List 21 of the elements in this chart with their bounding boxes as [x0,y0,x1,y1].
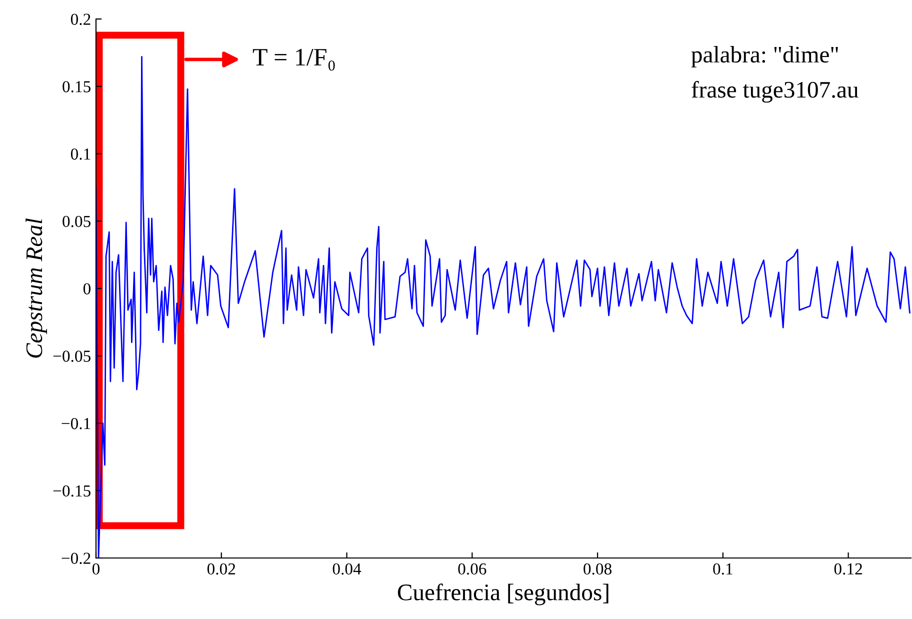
y-axis-title: Cepstrum Real [26,218,48,358]
y-tick-label: 0.1 [70,148,90,160]
x-tick-label: 0.08 [584,563,612,575]
y-tick-label: −0.05 [53,350,90,362]
x-tick-label: 0.1 [713,563,732,575]
y-tick-label: −0.1 [62,418,90,430]
x-axis-title: Cuefrencia [segundos] [398,584,608,606]
x-tick-label: 0 [92,563,100,575]
x-tick-label: 0.06 [458,563,486,575]
x-tick-label: 0.12 [834,563,862,575]
y-tick-label: 0.2 [70,14,90,26]
y-tick-label: 0 [83,283,91,294]
y-tick-label: −0.2 [62,552,90,564]
y-tick-label: 0.15 [62,81,90,92]
y-tick-label: −0.15 [53,485,90,497]
annotation: palabra: "dime" [691,46,838,68]
x-tick-label: 0.04 [332,563,362,575]
annotation: frase tuge3107.au [692,80,858,103]
annotation: T = 1/F₀ [252,48,335,71]
x-tick-label: 0.02 [207,563,236,575]
y-tick-label: 0.05 [62,216,90,228]
